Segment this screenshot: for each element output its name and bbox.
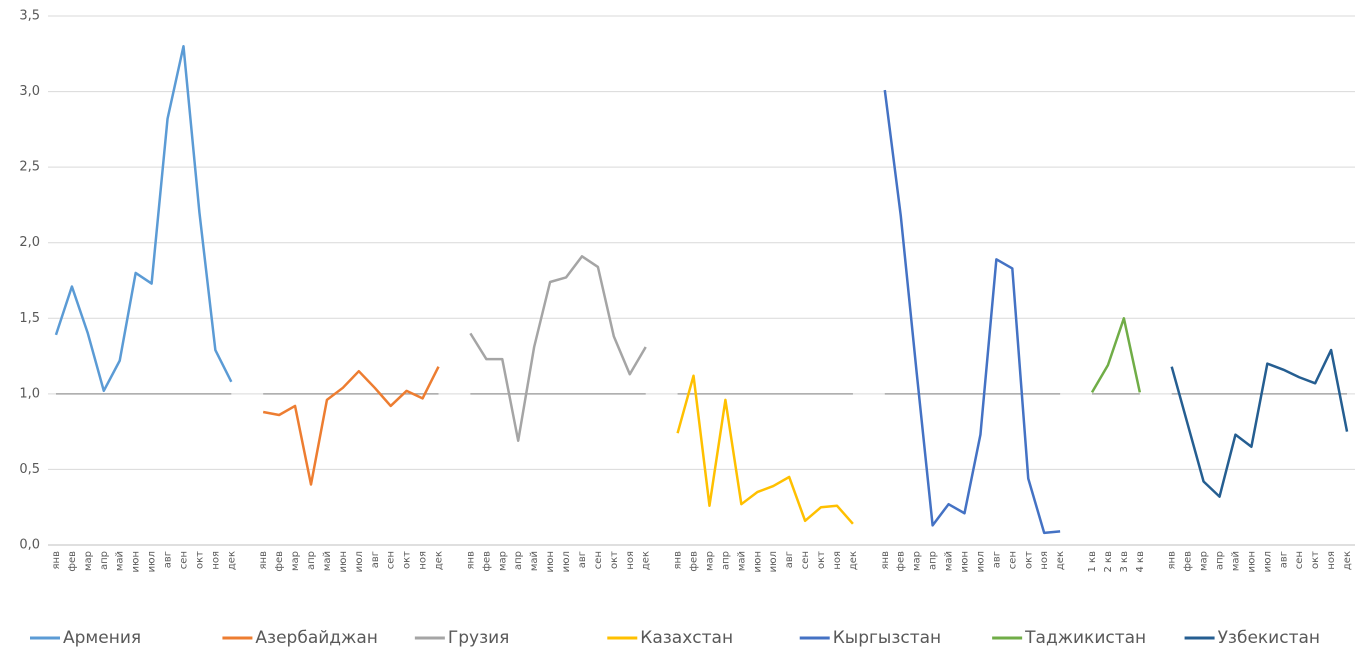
x-tick-label: апр (720, 551, 731, 570)
series-line (676, 374, 854, 525)
x-tick-label: дек (1342, 551, 1353, 570)
x-tick-label: фев (274, 551, 285, 572)
x-tick-label: июл (561, 551, 572, 572)
x-tick-label: окт (816, 551, 827, 569)
x-tick-label: янв (258, 551, 269, 570)
x-tick-label: ноя (418, 551, 429, 570)
x-tick-label: мар (704, 551, 715, 571)
x-tick-label: июн (545, 551, 556, 572)
x-tick-label: фев (689, 551, 700, 572)
x-tick-label: 2 кв (1103, 551, 1114, 573)
x-tick-label: апр (306, 551, 317, 570)
x-tick-label: янв (673, 551, 684, 570)
x-tick-label: авг (991, 551, 1002, 568)
y-tick-label: 0,0 (19, 538, 40, 553)
series-line (54, 44, 233, 393)
series-line (1170, 348, 1349, 498)
x-tick-label: авг (577, 551, 588, 568)
x-tick-label: апр (928, 551, 939, 570)
x-tick-label: май (736, 551, 747, 571)
x-tick-label: мар (290, 551, 301, 571)
x-tick-label: дек (226, 551, 237, 570)
legend-label: Армения (63, 628, 141, 648)
x-tick-label: июн (752, 551, 763, 572)
x-tick-label: ноя (210, 551, 221, 570)
x-tick-label: янв (465, 551, 476, 570)
y-tick-label: 2,0 (19, 235, 40, 250)
legend-label: Казахстан (640, 628, 733, 648)
x-tick-label: июн (338, 551, 349, 572)
y-tick-label: 0,5 (19, 462, 40, 477)
x-tick-label: окт (1023, 551, 1034, 569)
x-tick-label: май (322, 551, 333, 571)
legend-label: Грузия (448, 628, 510, 648)
x-tick-label: сен (386, 551, 397, 569)
x-tick-label: авг (163, 551, 174, 568)
x-tick-label: авг (784, 551, 795, 568)
x-tick-label: авг (1278, 551, 1289, 568)
x-tick-label: май (529, 551, 540, 571)
x-tick-label: июн (131, 551, 142, 572)
y-tick-label: 3,5 (19, 9, 40, 24)
x-tick-label: фев (67, 551, 78, 572)
x-tick-label: фев (1183, 551, 1194, 572)
x-tick-label: июл (147, 551, 158, 572)
x-tick-label: июл (975, 551, 986, 572)
x-tick-label: янв (880, 551, 891, 570)
x-tick-label: ноя (1326, 551, 1337, 570)
x-tick-label: сен (1007, 551, 1018, 569)
series-line (469, 255, 647, 442)
x-tick-label: фев (481, 551, 492, 572)
y-tick-label: 1,5 (19, 311, 40, 326)
x-tick-label: 1 кв (1087, 551, 1098, 573)
x-tick-label: май (944, 551, 955, 571)
x-tick-label: 3 кв (1119, 551, 1130, 573)
x-tick-label: мар (1199, 551, 1210, 571)
legend-label: Таджикистан (1024, 628, 1146, 648)
x-tick-label: сен (593, 551, 604, 569)
x-tick-label: мар (912, 551, 923, 571)
x-tick-label: мар (83, 551, 94, 571)
x-tick-label: сен (178, 551, 189, 569)
x-tick-label: дек (1055, 551, 1066, 570)
x-tick-label: окт (1310, 551, 1321, 569)
x-tick-label: июн (959, 551, 970, 572)
x-tick-label: июн (1246, 551, 1257, 572)
x-tick-label: мар (497, 551, 508, 571)
y-tick-label: 2,5 (19, 160, 40, 175)
x-tick-label: июл (1262, 551, 1273, 572)
y-tick-label: 1,0 (19, 386, 40, 401)
x-tick-label: фев (896, 551, 907, 572)
x-tick-label: 4 кв (1135, 551, 1146, 573)
x-tick-label: июл (768, 551, 779, 572)
x-tick-label: ноя (832, 551, 843, 570)
x-tick-label: дек (848, 551, 859, 570)
x-tick-label: ноя (1039, 551, 1050, 570)
y-tick-label: 3,0 (19, 84, 40, 99)
series-line (883, 89, 1061, 535)
x-tick-label: авг (370, 551, 381, 568)
x-tick-label: май (1230, 551, 1241, 571)
legend-label: Азербайджан (255, 628, 377, 648)
x-tick-label: апр (513, 551, 524, 570)
x-tick-label: май (115, 551, 126, 571)
x-tick-label: дек (641, 551, 652, 570)
x-tick-label: ноя (625, 551, 636, 570)
series-line (1090, 317, 1142, 393)
x-tick-label: окт (194, 551, 205, 569)
x-tick-label: апр (99, 551, 110, 570)
legend-label: Кыргызстан (833, 628, 941, 648)
x-tick-label: янв (51, 551, 62, 570)
legend-label: Узбекистан (1218, 628, 1320, 648)
x-tick-label: апр (1215, 551, 1226, 570)
x-tick-label: дек (434, 551, 445, 570)
x-tick-label: июл (354, 551, 365, 572)
x-tick-label: сен (800, 551, 811, 569)
x-tick-label: сен (1294, 551, 1305, 569)
x-tick-label: окт (402, 551, 413, 569)
series-line (262, 366, 440, 486)
x-tick-label: окт (609, 551, 620, 569)
x-tick-label: янв (1167, 551, 1178, 570)
